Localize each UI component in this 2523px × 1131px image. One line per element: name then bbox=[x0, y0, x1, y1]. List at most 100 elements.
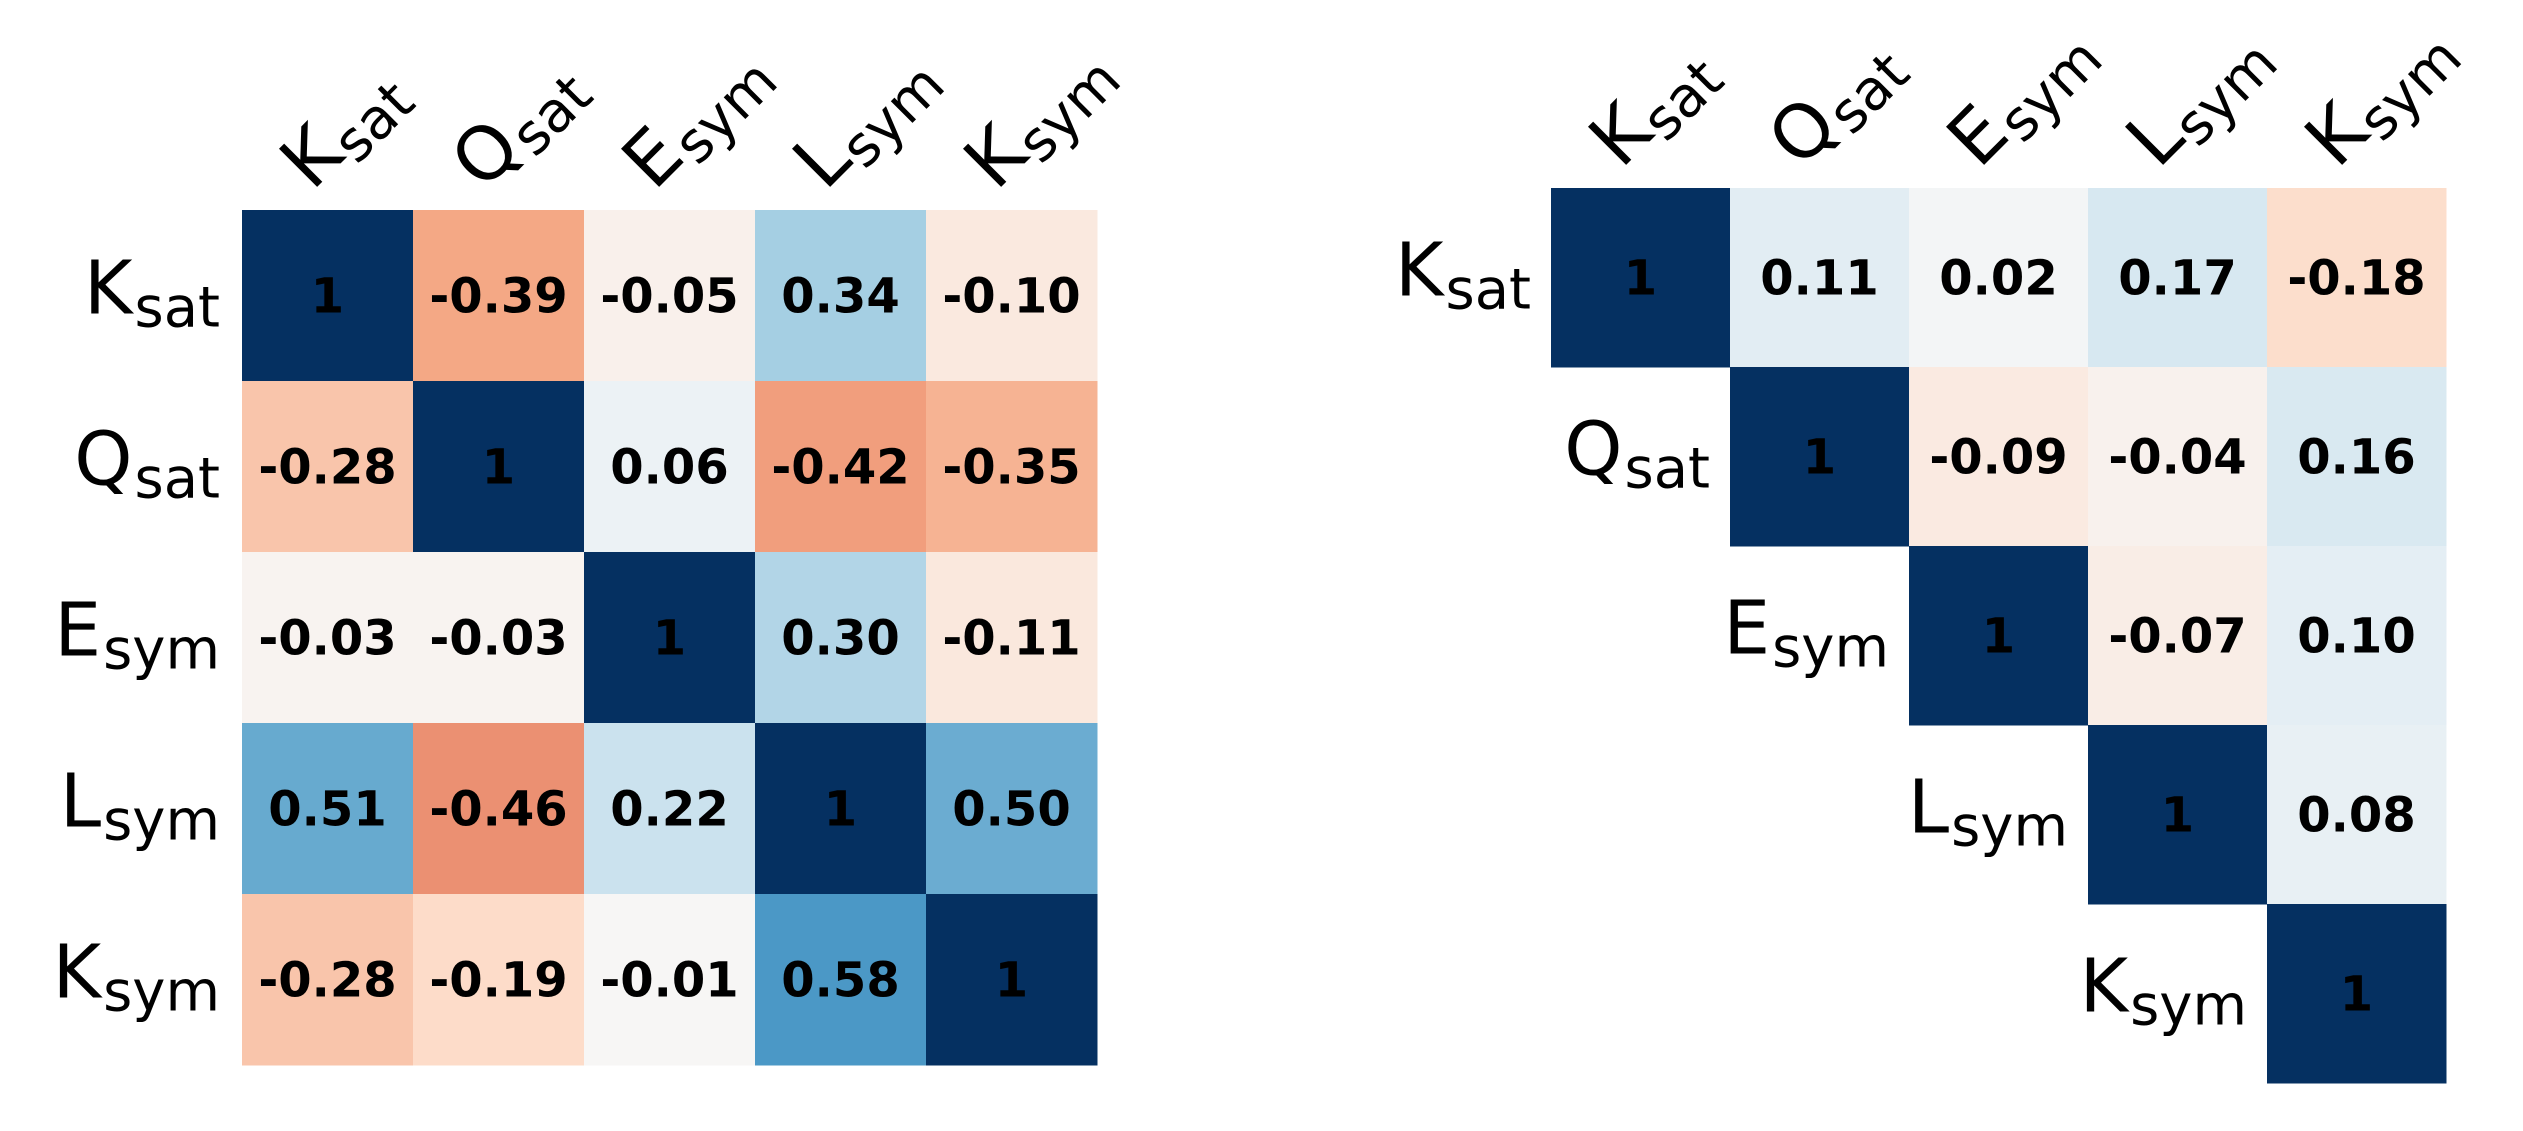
col-label-3: Lsym bbox=[777, 31, 957, 211]
heatmap-cell-r3-c3 bbox=[2088, 725, 2268, 905]
row-label-4-sub: sym bbox=[2130, 974, 2247, 1039]
heatmap-cell-r0-c0 bbox=[242, 210, 414, 382]
row-label-3-main: L bbox=[60, 759, 101, 845]
cell-value-r1-c1: 1 bbox=[1803, 430, 1836, 486]
cell-value-r4-c0: -0.28 bbox=[258, 953, 396, 1009]
cell-value-r1-c4: 0.16 bbox=[2297, 430, 2415, 486]
row-label-3-main: L bbox=[1908, 765, 1949, 851]
col-label-4: Ksym bbox=[2289, 4, 2475, 190]
row-label-4-main: K bbox=[2080, 944, 2131, 1030]
cell-value-r2-c1: -0.03 bbox=[429, 611, 567, 667]
cell-value-r3-c3: 1 bbox=[824, 782, 857, 838]
cell-value-r3-c0: 0.51 bbox=[268, 782, 386, 838]
row-label-1-main: Q bbox=[1564, 407, 1622, 493]
heatmap-cell-r2-c3 bbox=[755, 552, 927, 724]
col-label-0: Ksat bbox=[264, 48, 427, 211]
heatmap-cell-r3-c3 bbox=[755, 723, 927, 895]
row-label-3-sub: sym bbox=[1951, 795, 2068, 860]
cell-value-r0-c0: 1 bbox=[311, 269, 344, 325]
row-label-0: Ksat bbox=[84, 246, 220, 341]
cell-value-r0-c4: -0.10 bbox=[942, 269, 1080, 325]
col-label-2: Esym bbox=[1931, 5, 2115, 189]
cell-value-r1-c1: 1 bbox=[482, 440, 515, 496]
row-label-0-sub: sat bbox=[1446, 258, 1531, 323]
cell-value-r2-c3: 0.30 bbox=[781, 611, 899, 667]
cell-value-r0-c3: 0.34 bbox=[781, 269, 899, 325]
row-label-1: Qsat bbox=[74, 417, 220, 512]
cell-value-r3-c4: 0.50 bbox=[952, 782, 1070, 838]
cell-value-r0-c2: 0.02 bbox=[1939, 251, 2057, 307]
row-label-1-sub: sat bbox=[135, 447, 220, 512]
heatmap-cell-r0-c4 bbox=[926, 210, 1098, 382]
correlation-heatmap-upper: 1 0.11 0.02 0.17 -0.18 1 -0.09 -0.04 0.16 1 -0.07 0… bbox=[1395, 4, 2475, 1084]
heatmap-cell-r0-c1 bbox=[413, 210, 585, 382]
cell-value-r0-c1: 0.11 bbox=[1760, 251, 1878, 307]
row-label-1-main: Q bbox=[74, 417, 132, 503]
heatmap-cell-r2-c4 bbox=[926, 552, 1098, 724]
row-label-4: Ksym bbox=[2080, 944, 2247, 1039]
heatmap-cell-r0-c4 bbox=[2267, 188, 2447, 368]
cell-value-r1-c2: -0.09 bbox=[1929, 430, 2067, 486]
heatmap-cell-r4-c1 bbox=[413, 894, 585, 1066]
cell-value-r0-c1: -0.39 bbox=[429, 269, 567, 325]
heatmap-cell-r0-c0 bbox=[1551, 188, 1731, 368]
cell-value-r4-c4: 1 bbox=[995, 953, 1028, 1009]
row-label-2: Esym bbox=[1723, 586, 1889, 681]
row-label-0-sub: sat bbox=[135, 276, 220, 341]
col-label-0: Ksat bbox=[1573, 26, 1736, 189]
row-label-2-main: E bbox=[54, 588, 101, 674]
cell-value-r4-c3: 0.58 bbox=[781, 953, 899, 1009]
col-label-3: Lsym bbox=[2110, 9, 2290, 189]
col-label-1: Qsat bbox=[435, 41, 605, 211]
heatmap-cell-r2-c2 bbox=[1909, 546, 2089, 726]
heatmap-cell-r4-c0 bbox=[242, 894, 414, 1066]
cell-value-r1-c2: 0.06 bbox=[610, 440, 728, 496]
row-label-0-main: K bbox=[1395, 228, 1446, 314]
heatmap-cell-r3-c2 bbox=[584, 723, 756, 895]
row-label-0-main: K bbox=[84, 246, 135, 332]
row-label-2: Esym bbox=[54, 588, 220, 683]
row-label-0: Ksat bbox=[1395, 228, 1531, 323]
heatmap-cell-r2-c3 bbox=[2088, 546, 2268, 726]
row-label-3: Lsym bbox=[1908, 765, 2068, 860]
heatmap-cell-r2-c4 bbox=[2267, 546, 2447, 726]
heatmap-cell-r1-c3 bbox=[2088, 367, 2268, 547]
heatmap-cell-r1-c1 bbox=[1730, 367, 1910, 547]
heatmap-cell-r0-c1 bbox=[1730, 188, 1910, 368]
row-label-1-sub: sat bbox=[1625, 437, 1710, 502]
row-label-4-sub: sym bbox=[103, 960, 220, 1025]
heatmap-cell-r0-c3 bbox=[2088, 188, 2268, 368]
heatmap-cell-r1-c4 bbox=[926, 381, 1098, 553]
cell-value-r2-c2: 1 bbox=[653, 611, 686, 667]
cell-value-r2-c0: -0.03 bbox=[258, 611, 396, 667]
cell-value-r3-c2: 0.22 bbox=[610, 782, 728, 838]
heatmap-cell-r3-c4 bbox=[926, 723, 1098, 895]
cell-value-r0-c2: -0.05 bbox=[600, 269, 738, 325]
cell-value-r1-c4: -0.35 bbox=[942, 440, 1080, 496]
heatmap-cell-r0-c2 bbox=[1909, 188, 2089, 368]
row-label-2-sub: sym bbox=[1772, 616, 1889, 681]
col-label-1: Qsat bbox=[1752, 19, 1922, 189]
heatmap-cell-r2-c2 bbox=[584, 552, 756, 724]
row-label-2-sub: sym bbox=[103, 618, 220, 683]
cell-value-r1-c3: -0.42 bbox=[771, 440, 909, 496]
heatmap-cell-r1-c2 bbox=[584, 381, 756, 553]
row-label-2-main: E bbox=[1723, 586, 1770, 672]
cell-value-r3-c1: -0.46 bbox=[429, 782, 567, 838]
heatmap-cell-r3-c4 bbox=[2267, 725, 2447, 905]
cell-value-r0-c4: -0.18 bbox=[2287, 251, 2425, 307]
row-label-1: Qsat bbox=[1564, 407, 1710, 502]
row-label-3-sub: sym bbox=[103, 789, 220, 854]
cell-value-r1-c3: -0.04 bbox=[2108, 430, 2246, 486]
heatmap-cell-r4-c2 bbox=[584, 894, 756, 1066]
cell-value-r3-c3: 1 bbox=[2161, 788, 2194, 844]
heatmap-cell-r1-c3 bbox=[755, 381, 927, 553]
heatmap-cell-r1-c1 bbox=[413, 381, 585, 553]
cell-value-r0-c0: 1 bbox=[1624, 251, 1657, 307]
cell-value-r2-c2: 1 bbox=[1982, 609, 2015, 665]
heatmap-cell-r2-c1 bbox=[413, 552, 585, 724]
row-label-3: Lsym bbox=[60, 759, 220, 854]
row-label-4-main: K bbox=[53, 930, 104, 1016]
cell-value-r1-c0: -0.28 bbox=[258, 440, 396, 496]
